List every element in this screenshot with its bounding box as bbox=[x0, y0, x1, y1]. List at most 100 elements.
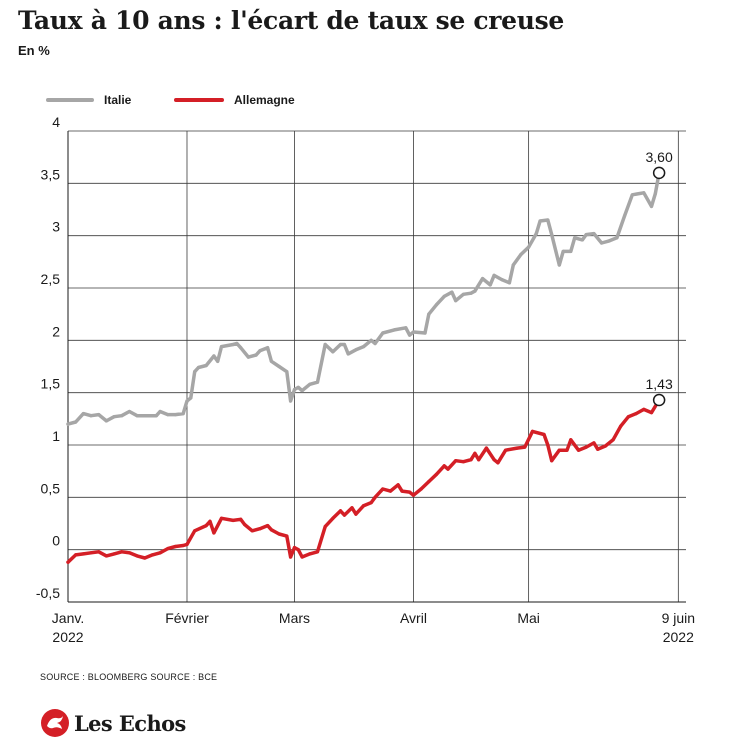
data-point-italie bbox=[127, 409, 131, 414]
data-point-italie bbox=[653, 192, 657, 196]
end-marker-allemagne bbox=[652, 393, 666, 407]
data-point-allemagne bbox=[166, 547, 170, 551]
series-lines bbox=[66, 171, 661, 564]
data-point-allemagne bbox=[219, 516, 224, 520]
data-point-allemagne bbox=[469, 458, 473, 462]
data-point-italie bbox=[158, 409, 162, 414]
data-point-allemagne bbox=[250, 529, 254, 533]
data-point-italie bbox=[112, 415, 116, 419]
data-point-allemagne bbox=[396, 483, 400, 487]
data-point-allemagne bbox=[619, 424, 623, 428]
data-point-allemagne bbox=[427, 480, 431, 484]
data-point-italie bbox=[592, 232, 596, 236]
y-tick-label: 3 bbox=[52, 219, 60, 235]
data-point-allemagne bbox=[277, 532, 281, 536]
data-point-allemagne bbox=[323, 525, 327, 529]
data-point-allemagne bbox=[576, 448, 581, 452]
data-point-italie bbox=[254, 353, 258, 357]
data-point-allemagne bbox=[642, 407, 646, 411]
data-point-allemagne bbox=[296, 548, 300, 552]
brand-name: Les Echos bbox=[74, 710, 186, 736]
data-point-allemagne bbox=[173, 544, 178, 549]
data-point-italie bbox=[623, 214, 627, 218]
data-point-allemagne bbox=[258, 527, 262, 531]
data-point-italie bbox=[546, 218, 550, 222]
data-point-allemagne bbox=[626, 415, 631, 419]
data-point-allemagne bbox=[193, 529, 197, 533]
data-point-italie bbox=[331, 350, 335, 354]
data-point-italie bbox=[239, 346, 243, 350]
data-point-allemagne bbox=[231, 518, 235, 523]
data-point-allemagne bbox=[504, 448, 508, 452]
data-point-allemagne bbox=[381, 487, 385, 491]
line-chart: Italie Allemagne -0,5 0 0,5 1 1,5 2 2,5 3 3,5 4 Ja… bbox=[36, 93, 695, 645]
y-tick-label: 0 bbox=[52, 533, 60, 549]
y-tick-label: 1,5 bbox=[41, 376, 61, 392]
data-point-allemagne bbox=[289, 555, 293, 559]
data-point-italie bbox=[580, 238, 585, 242]
data-point-allemagne bbox=[292, 546, 297, 550]
end-value-label-italie: 3,60 bbox=[646, 149, 673, 165]
data-point-italie bbox=[258, 349, 262, 353]
data-point-italie bbox=[185, 399, 189, 403]
x-tick-sublabel: 2022 bbox=[663, 629, 694, 645]
data-point-allemagne bbox=[373, 495, 377, 499]
data-point-allemagne bbox=[81, 552, 85, 556]
data-point-italie bbox=[550, 233, 554, 237]
x-tick-label: Janv. bbox=[52, 610, 84, 626]
data-point-italie bbox=[154, 414, 158, 418]
legend-label-italie: Italie bbox=[104, 93, 132, 107]
data-point-allemagne bbox=[362, 504, 366, 508]
data-point-allemagne bbox=[473, 451, 477, 455]
data-point-italie bbox=[354, 348, 358, 352]
data-point-italie bbox=[342, 342, 346, 347]
data-point-italie bbox=[277, 364, 281, 369]
data-point-italie bbox=[292, 387, 297, 392]
data-point-allemagne bbox=[434, 472, 439, 476]
data-point-italie bbox=[166, 413, 170, 417]
legend: Italie Allemagne bbox=[46, 93, 295, 107]
data-point-allemagne bbox=[243, 522, 247, 527]
data-point-allemagne bbox=[143, 556, 147, 560]
data-point-allemagne bbox=[542, 432, 546, 437]
data-point-italie bbox=[216, 359, 220, 363]
chart-title: Taux à 10 ans : l'écart de taux se creus… bbox=[18, 6, 565, 35]
data-point-allemagne bbox=[592, 441, 596, 445]
data-point-allemagne bbox=[208, 519, 212, 524]
data-point-allemagne bbox=[338, 509, 343, 513]
y-tick-label: 1 bbox=[52, 428, 60, 444]
data-point-allemagne bbox=[565, 448, 569, 452]
data-point-allemagne bbox=[411, 493, 416, 497]
data-point-allemagne bbox=[515, 446, 519, 450]
data-point-allemagne bbox=[315, 550, 320, 554]
data-point-allemagne bbox=[446, 467, 450, 471]
data-point-italie bbox=[173, 413, 178, 417]
data-point-italie bbox=[454, 299, 458, 303]
end-marker-italie bbox=[652, 166, 666, 180]
x-tick-label: Mars bbox=[279, 610, 310, 626]
data-point-italie bbox=[630, 193, 634, 197]
data-point-italie bbox=[573, 236, 577, 240]
data-point-italie bbox=[338, 342, 343, 347]
data-point-italie bbox=[615, 236, 619, 240]
axes: -0,5 0 0,5 1 1,5 2 2,5 3 3,5 4 Janv. 2022 Février Mar… bbox=[36, 114, 695, 645]
data-point-italie bbox=[527, 245, 531, 249]
source-note: SOURCE : BLOOMBERG SOURCE : BCE bbox=[40, 672, 218, 682]
data-point-italie bbox=[427, 312, 431, 316]
data-point-allemagne bbox=[634, 412, 638, 416]
data-point-italie bbox=[120, 414, 124, 418]
data-point-italie bbox=[511, 263, 515, 267]
data-point-italie bbox=[300, 389, 304, 393]
data-point-allemagne bbox=[354, 512, 358, 516]
brand-logo: Les Echos bbox=[40, 706, 186, 740]
data-point-italie bbox=[492, 273, 496, 277]
y-tick-label: 2,5 bbox=[41, 271, 61, 287]
data-point-italie bbox=[538, 219, 542, 223]
data-point-allemagne bbox=[584, 445, 588, 449]
data-point-italie bbox=[231, 342, 235, 347]
data-point-italie bbox=[143, 414, 147, 418]
data-point-allemagne bbox=[204, 524, 208, 528]
chart-subtitle: En % bbox=[18, 43, 50, 58]
data-point-italie bbox=[442, 294, 446, 298]
data-point-allemagne bbox=[408, 490, 412, 494]
